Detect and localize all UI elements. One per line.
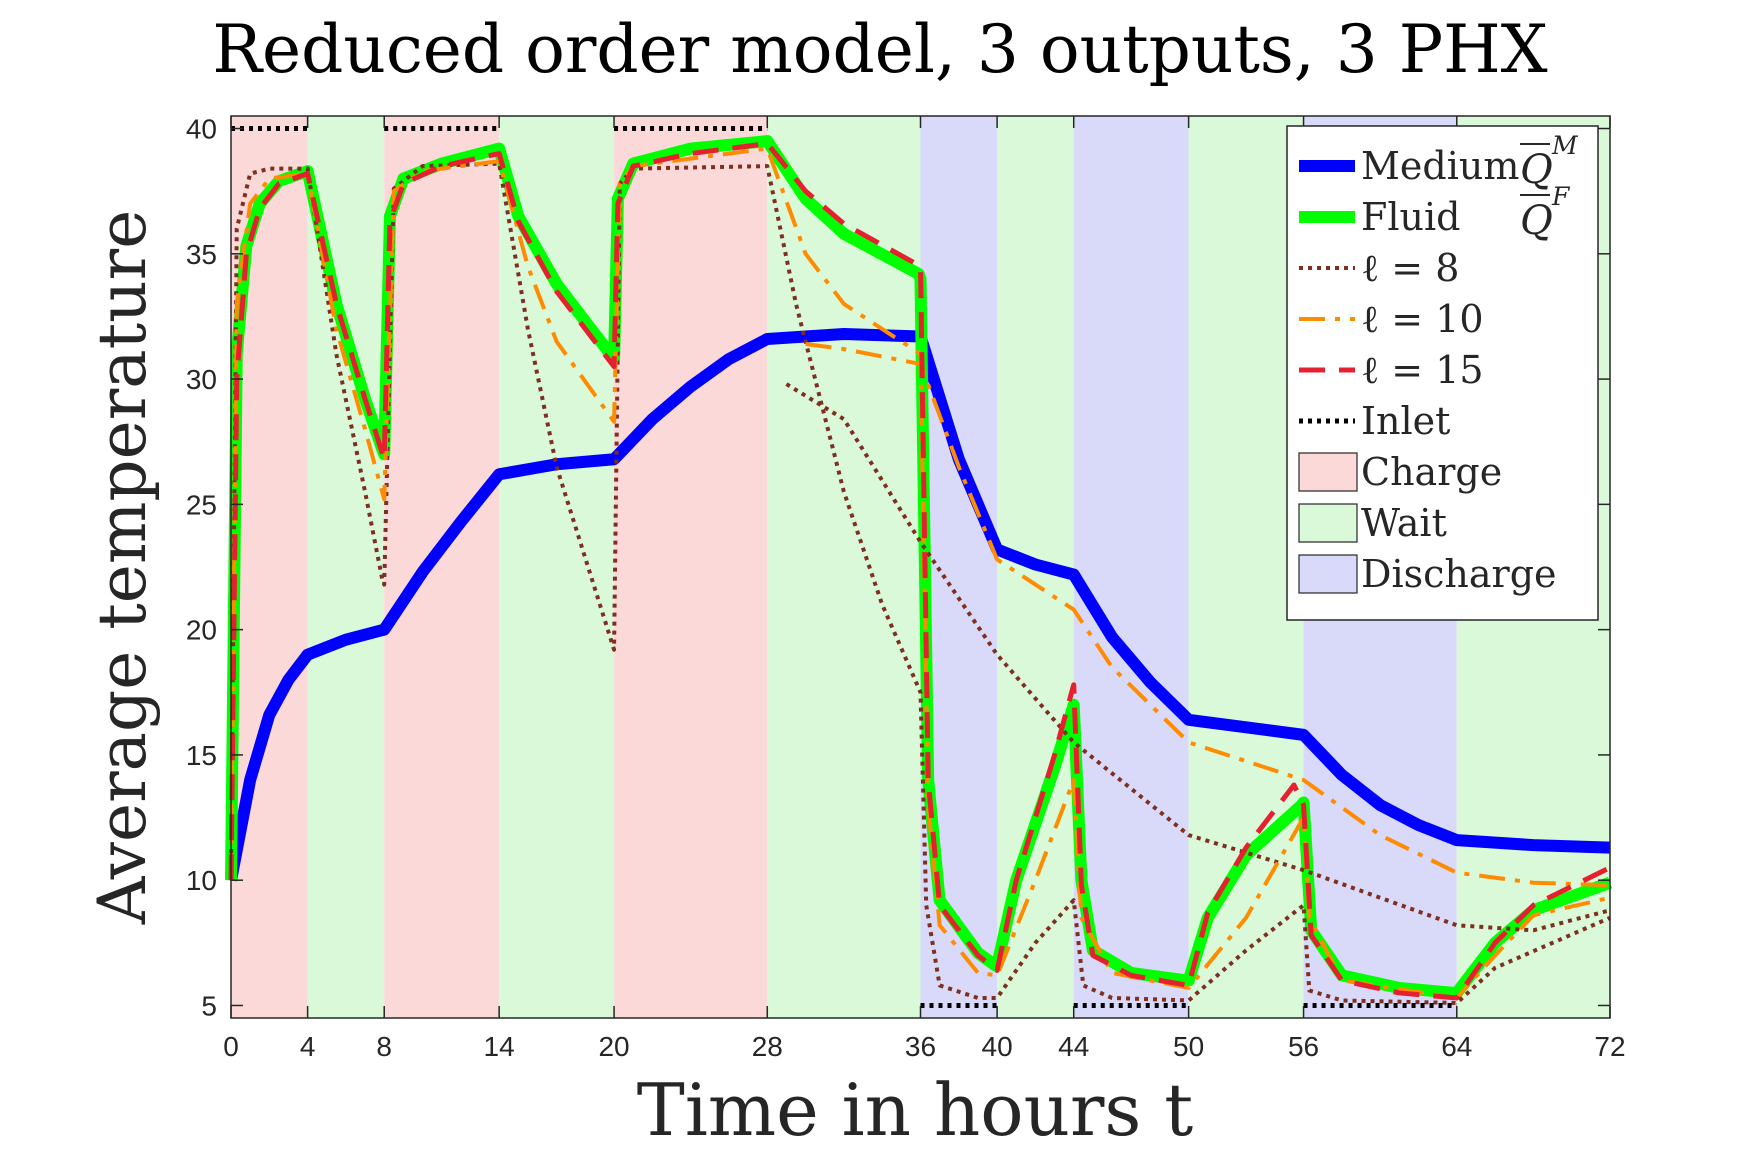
legend-label-3: ℓ = 10 <box>1361 297 1484 341</box>
x-tick-label: 20 <box>598 1031 629 1062</box>
legend-label-4: ℓ = 15 <box>1361 348 1484 392</box>
legend-label-5: Inlet <box>1361 399 1450 443</box>
legend-math-symbol: Q <box>1520 147 1553 193</box>
x-tick-label: 0 <box>223 1031 239 1062</box>
x-tick-label: 40 <box>982 1031 1013 1062</box>
x-tick-label: 44 <box>1058 1031 1089 1062</box>
phase-band-wait <box>499 116 615 1018</box>
legend-label-2: ℓ = 8 <box>1361 246 1459 290</box>
x-tick-label: 50 <box>1173 1031 1204 1062</box>
plot-area: 0 4 8 14 20 28 36 40 44 50 56 64 72 5 10 15 20 25 30 35 40 <box>186 114 1626 1062</box>
legend-label-6: Charge <box>1361 450 1502 494</box>
y-axis-label: Average temperature <box>84 210 161 926</box>
y-tick-label: 15 <box>186 740 217 771</box>
legend-label-7: Wait <box>1361 501 1447 545</box>
phase-band-discharge <box>1073 116 1189 1018</box>
series-line-0 <box>225 327 1611 882</box>
y-tick-label: 35 <box>186 239 217 270</box>
phase-band-charge <box>614 116 768 1018</box>
legend-label-0: Medium <box>1361 144 1519 188</box>
phase-band-wait <box>307 116 385 1018</box>
series-line-3 <box>229 146 1611 1000</box>
legend-swatch-discharge <box>1298 554 1358 594</box>
y-tick-label: 5 <box>201 990 217 1021</box>
phase-band-charge <box>384 116 500 1018</box>
x-tick-label: 36 <box>905 1031 936 1062</box>
x-tick-label: 4 <box>300 1031 316 1062</box>
x-tick-label: 64 <box>1441 1031 1472 1062</box>
x-tick-label: 56 <box>1288 1031 1319 1062</box>
x-tick-label: 72 <box>1594 1031 1625 1062</box>
y-tick-label: 20 <box>186 615 217 646</box>
x-tick-label: 14 <box>484 1031 515 1062</box>
legend-label-8: Discharge <box>1361 552 1557 596</box>
phase-band-wait <box>1188 116 1304 1018</box>
legend-math-superscript: M <box>1551 131 1579 160</box>
y-tick-label: 40 <box>186 114 217 145</box>
legend-swatch-charge <box>1298 452 1358 492</box>
chart-title: Reduced order model, 3 outputs, 3 PHX <box>212 11 1547 88</box>
legend-label-1: Fluid <box>1361 195 1460 239</box>
x-axis-label: Time in hours t <box>637 1068 1193 1152</box>
series-line-2 <box>229 161 1611 1005</box>
legend-swatch-wait <box>1298 503 1358 543</box>
legend-math-superscript: F <box>1551 182 1571 211</box>
y-tick-label: 30 <box>186 364 217 395</box>
legend-math-symbol: Q <box>1520 198 1553 244</box>
y-tick-label: 10 <box>186 865 217 896</box>
x-tick-label: 8 <box>376 1031 392 1062</box>
y-tick-label: 25 <box>186 489 217 520</box>
x-tick-label: 28 <box>752 1031 783 1062</box>
series-line-3 <box>805 342 1611 888</box>
